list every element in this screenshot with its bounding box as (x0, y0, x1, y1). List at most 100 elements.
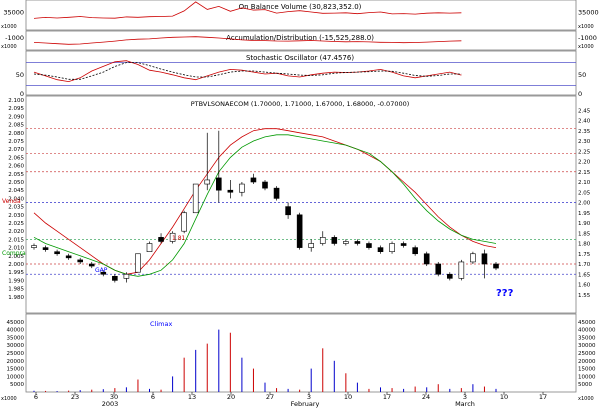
price-annotation: 1.81 (172, 235, 186, 242)
x-tick-label: 3 (463, 393, 467, 401)
x-tick-label: 3 (307, 393, 311, 401)
price-tick-left: 1.980 (8, 295, 24, 301)
price-tick-right: 1.70 (578, 262, 591, 268)
candle-body (458, 261, 465, 279)
stochastic-tick-right: 0 (578, 90, 582, 98)
ad-tick-right: -1000 (578, 34, 597, 42)
candle-body (239, 183, 245, 193)
price-tick-left: 2.015 (8, 237, 24, 243)
candle-body (343, 241, 349, 244)
x-tick-label: 27 (266, 393, 274, 401)
volume-tick-left: 40000 (7, 328, 25, 334)
candle-body (262, 181, 268, 189)
candle-body (100, 271, 107, 275)
price-tick-right: 1.85 (578, 231, 591, 237)
panel-frame-obv (25, 0, 577, 31)
stochastic-tick-left: 50 (16, 71, 24, 79)
volume-tick-right: 5000 (578, 382, 592, 388)
x-tick-label: 10 (500, 393, 508, 401)
candle-body (146, 243, 153, 252)
price-tick-left: 2.100 (8, 98, 24, 104)
obv-tick-left: 35000 (3, 8, 24, 16)
volume-tick-left: 30000 (7, 343, 25, 349)
price-tick-left: 2.030 (8, 213, 24, 219)
candle-body (285, 206, 291, 216)
candle-body (354, 241, 361, 244)
volume-tick-right: 25000 (578, 351, 596, 357)
price-tick-left: 1.995 (8, 270, 24, 276)
price-annotation: ??? (496, 288, 514, 299)
price-tick-left: 2.090 (8, 114, 24, 120)
price-tick-left: 2.040 (8, 196, 24, 202)
panel-frame-vol (25, 313, 577, 393)
x-tick-label: 13 (188, 393, 196, 401)
moving-average-line (33, 134, 497, 277)
candle-body (446, 273, 453, 279)
price-tick-right: 2.10 (578, 180, 591, 186)
volume-tick-left: 25000 (7, 351, 25, 357)
candle-body (88, 263, 95, 267)
price-tick-right: 1.60 (578, 283, 591, 289)
candle-body (181, 212, 187, 232)
stochastic-title: Stochastic Oscillator (47.4576) (246, 54, 354, 62)
stochastic-line-pct-D (33, 62, 462, 80)
candle-body (481, 253, 488, 265)
x-tick-label: 6 (34, 393, 38, 401)
candle-body (123, 273, 130, 279)
volume-tick-right: 35000 (578, 335, 596, 341)
candle-body (216, 177, 222, 191)
volume-unit-right: x1000 (578, 396, 594, 402)
x-section-label: March (455, 400, 475, 408)
candle-body (377, 247, 384, 253)
candle-body (470, 253, 476, 263)
price-tick-right: 1.65 (578, 272, 591, 278)
price-tick-left: 2.045 (8, 188, 24, 194)
ad-unit-left: x1000 (1, 44, 17, 50)
price-tick-left: 1.985 (8, 287, 24, 293)
price-tick-right: 1.75 (578, 252, 591, 258)
candle-body (158, 237, 164, 242)
obv-line (33, 1, 462, 19)
candle-body (319, 237, 326, 244)
price-tick-right: 2.15 (578, 170, 591, 176)
price-tick-left: 2.005 (8, 254, 24, 260)
x-tick-label: 17 (383, 393, 391, 401)
price-annotation: GAP (95, 267, 108, 274)
price-tick-left: 2.000 (8, 262, 24, 268)
candle-body (389, 243, 395, 252)
price-tick-right: 1.90 (578, 221, 591, 227)
price-tick-left: 2.020 (8, 229, 24, 235)
price-tick-left: 2.070 (8, 147, 24, 153)
price-tick-left: 2.080 (8, 131, 24, 137)
candle-body (135, 253, 141, 273)
candle-body (412, 247, 418, 255)
volume-tick-right: 10000 (578, 374, 596, 380)
candle-body (423, 253, 430, 265)
price-tick-right: 1.95 (578, 211, 591, 217)
stochastic-tick-left: 0 (20, 90, 24, 98)
price-tick-right: 1.80 (578, 242, 591, 248)
candle-body (435, 263, 442, 275)
price-title: PTBVLSONAECOM (1.70000, 1.71000, 1.67000… (191, 100, 410, 108)
price-tick-right: 2.20 (578, 160, 591, 166)
candle-body (112, 275, 118, 281)
price-tick-left: 2.075 (8, 139, 24, 145)
candle-body (54, 251, 60, 255)
ad-line (33, 36, 462, 45)
volume-tick-left: 5000 (10, 382, 24, 388)
price-annotation: Venda (2, 198, 21, 205)
candle-body (65, 255, 72, 259)
candle-body (31, 245, 37, 248)
price-tick-right: 2.30 (578, 139, 591, 145)
price-tick-left: 2.085 (8, 123, 24, 129)
candle-body (308, 243, 315, 248)
candle-body (250, 177, 257, 183)
volume-tick-left: 35000 (7, 335, 25, 341)
x-tick-label: 24 (422, 393, 430, 401)
candle-body (273, 187, 280, 199)
x-tick-label: 6 (151, 393, 155, 401)
price-tick-left: 2.035 (8, 205, 24, 211)
x-tick-label: 23 (71, 393, 79, 401)
ad-unit-right: x1000 (578, 44, 594, 50)
